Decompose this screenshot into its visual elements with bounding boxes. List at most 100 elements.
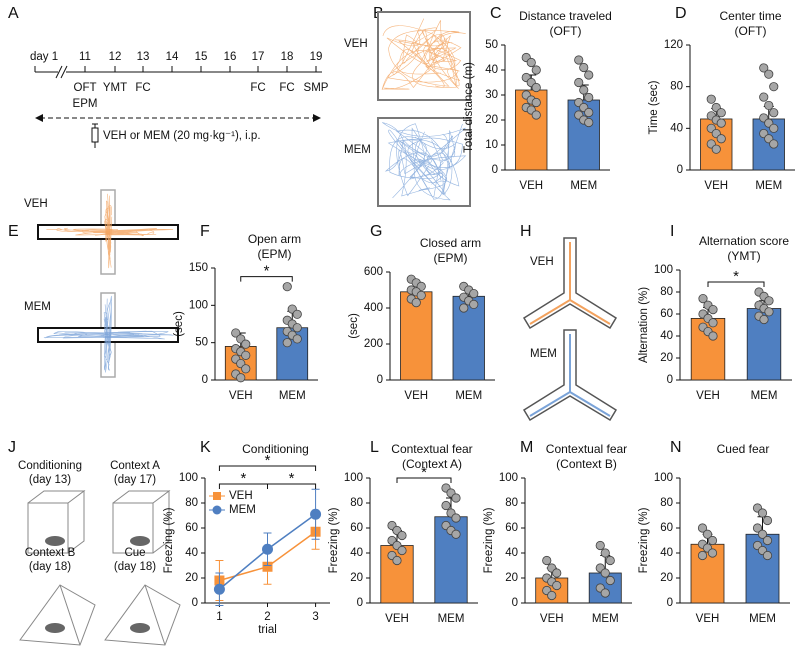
y-axis-label: Time (sec): [648, 80, 660, 134]
panel-label: C: [490, 5, 502, 22]
data-point: [769, 123, 779, 133]
y-tick-label: 40: [505, 547, 518, 559]
data-point: [600, 568, 610, 578]
data-point: [752, 523, 763, 533]
y-tick-label: 60: [350, 522, 363, 534]
data-point: [441, 500, 451, 511]
panel-label: H: [520, 223, 532, 240]
data-point: [241, 364, 251, 374]
data-point: [531, 65, 541, 75]
context-day: (day 17): [114, 474, 156, 486]
x-tick-label: MEM: [749, 613, 776, 625]
bar: [380, 545, 414, 604]
y-tick-label: 150: [189, 262, 208, 274]
data-point: [531, 110, 541, 120]
x-tick-label: MEM: [455, 390, 482, 402]
panel-label: M: [520, 439, 533, 456]
event-label: SMP: [304, 82, 329, 94]
y-tick-label: 120: [664, 39, 683, 51]
data-point: [531, 97, 541, 108]
panel-label: L: [370, 439, 379, 456]
y-tick-label: 40: [185, 547, 198, 559]
x-tick-label: VEH: [519, 180, 543, 192]
data-point: [459, 303, 469, 313]
x-tick-label: MEM: [570, 180, 597, 192]
data-point: [716, 118, 726, 128]
day-label: 18: [281, 51, 294, 63]
panel-label: A: [8, 5, 19, 22]
data-point: [764, 69, 774, 79]
data-point: [397, 545, 407, 556]
group-label: VEH: [344, 38, 368, 50]
chart-title: Conditioning: [242, 442, 309, 456]
y-tick-label: 0: [512, 597, 518, 609]
x-tick-label: 1: [216, 611, 222, 623]
y-tick-label: 40: [660, 330, 673, 342]
y-tick-label: 100: [344, 472, 363, 484]
y-tick-label: 0: [202, 374, 208, 386]
data-point: [605, 575, 615, 586]
y-tick-label: 20: [660, 352, 673, 364]
panel-label: G: [370, 223, 382, 240]
track-trace: [43, 330, 174, 340]
y-tick-label: 80: [505, 497, 518, 509]
y-tick-label: 20: [485, 114, 498, 126]
data-point: [600, 588, 610, 598]
data-point: [574, 77, 584, 88]
x-tick-label: MEM: [751, 390, 778, 402]
y-tick-label: 60: [660, 308, 673, 320]
data-point: [757, 508, 768, 518]
mouse: [45, 536, 65, 546]
y-tick-label: 40: [350, 547, 363, 559]
day-label: 14: [166, 51, 179, 63]
data-point: [241, 339, 251, 349]
x-axis-label: trial: [258, 624, 277, 636]
track-trace: [46, 227, 174, 237]
group-label: VEH: [530, 256, 554, 268]
data-point: [716, 134, 726, 144]
chart-title: Alternation score: [699, 234, 789, 248]
data-point: [416, 290, 426, 300]
data-point: [469, 299, 479, 309]
context-day: (day 18): [114, 561, 156, 573]
chart-title: Cued fear: [717, 442, 770, 456]
context-name: Context B: [25, 547, 76, 559]
syringe-icon: [91, 123, 99, 148]
data-point: [769, 108, 779, 118]
data-point: [574, 55, 584, 65]
data-point: [547, 590, 557, 601]
y-tick-label: 80: [670, 81, 683, 93]
open-field: [377, 117, 471, 207]
y-axis-label: Alternation (%): [638, 287, 650, 363]
data-point: [769, 82, 779, 92]
event-label: EPM: [73, 98, 98, 110]
day-label: 17: [252, 51, 265, 63]
y-tick-label: 80: [660, 286, 673, 298]
data-point: [584, 107, 594, 118]
chart-subtitle: (Context B): [556, 457, 617, 471]
data-point: [397, 530, 407, 541]
panel-label: K: [200, 439, 211, 456]
day-label: 19: [310, 51, 323, 63]
context-name: Cue: [124, 547, 145, 559]
data-point: [451, 513, 461, 523]
bar: [588, 572, 622, 604]
data-point: [282, 282, 292, 292]
data-point: [697, 550, 708, 561]
data-point: [552, 580, 562, 591]
significance-bracket: [267, 483, 317, 489]
bar: [452, 295, 485, 381]
marker: [213, 583, 225, 595]
event-label: OFT: [74, 82, 97, 94]
y-tick-label: 100: [189, 299, 208, 311]
chart-subtitle: (EPM): [258, 247, 292, 261]
data-point: [759, 92, 769, 102]
y-tick-label: 100: [499, 472, 518, 484]
y-axis-label: Freezing (%): [483, 507, 495, 573]
track-trace: [103, 295, 112, 373]
y-tick-label: 20: [660, 572, 673, 584]
data-point: [707, 535, 718, 546]
x-tick-label: VEH: [385, 613, 409, 625]
significance-label: *: [265, 452, 271, 469]
